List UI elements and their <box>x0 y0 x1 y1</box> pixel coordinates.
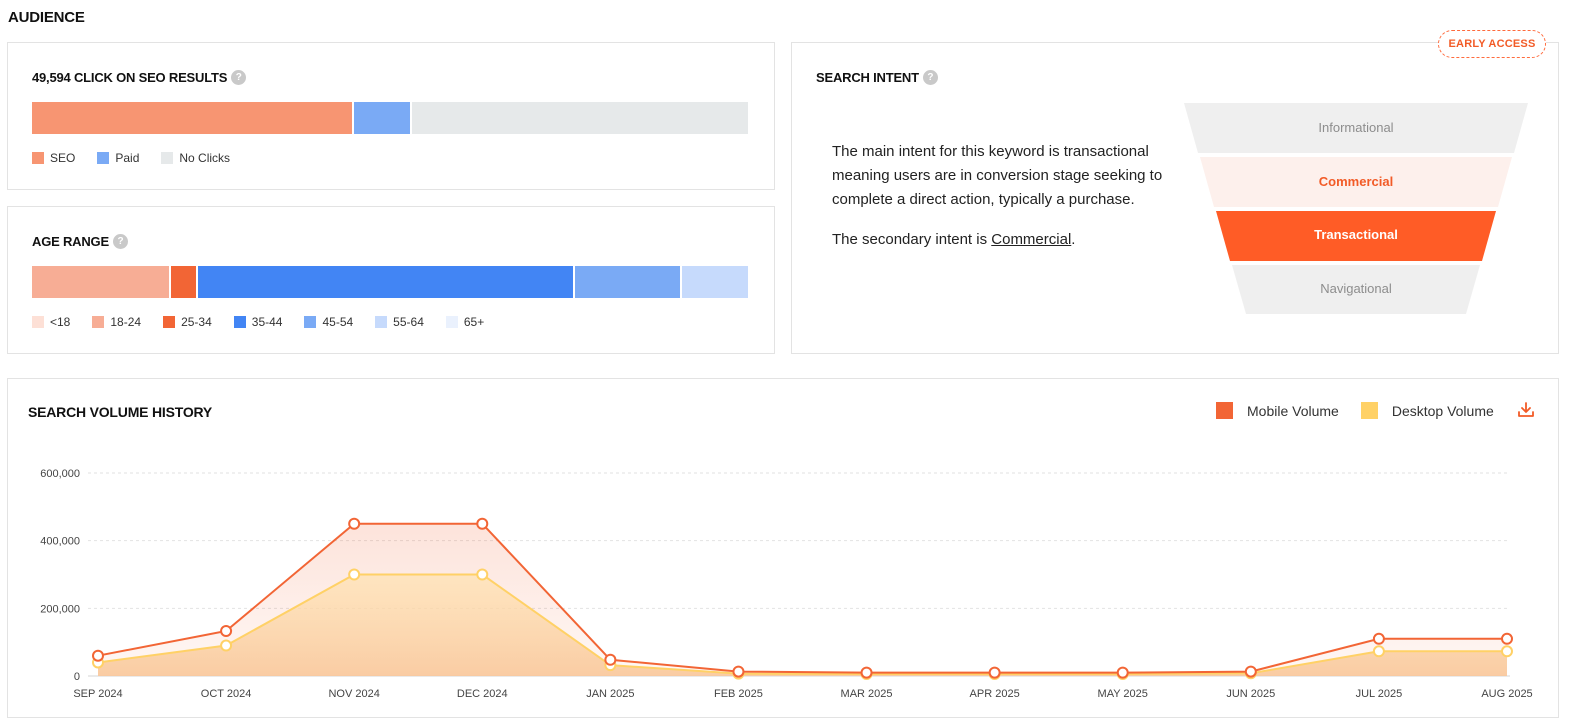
legend-swatch <box>32 316 44 328</box>
legend-swatch <box>375 316 388 328</box>
funnel-label-navigational: Navigational <box>1320 281 1392 296</box>
early-access-badge: EARLY ACCESS <box>1438 30 1546 58</box>
seo-clicks-title-text: 49,594 CLICK ON SEO RESULTS <box>32 70 228 85</box>
age-legend-item[interactable]: 35-44 <box>233 315 283 329</box>
legend-label: 45-54 <box>322 315 354 329</box>
funnel-label-informational: Informational <box>1318 120 1394 135</box>
age-legend-item[interactable]: 55-64 <box>375 315 424 329</box>
age-segment-18-24[interactable] <box>32 266 169 298</box>
intent-description: The main intent for this keyword is tran… <box>832 140 1177 252</box>
age-stacked-bar <box>32 266 748 298</box>
age-legend-item[interactable]: <18 <box>32 315 70 329</box>
legend-label: 65+ <box>463 315 485 329</box>
intent-secondary-text: The secondary intent is Commercial. <box>832 228 1177 252</box>
clicks-segment-no-clicks[interactable] <box>411 102 748 134</box>
mobile-volume-swatch <box>1216 402 1233 419</box>
help-icon[interactable]: ? <box>231 70 247 85</box>
legend-label: 55-64 <box>393 315 424 329</box>
legend-label: No Clicks <box>179 151 231 165</box>
age-range-title-text: AGE RANGE <box>32 234 109 249</box>
legend-swatch <box>445 316 458 328</box>
legend-label: Paid <box>115 151 140 165</box>
legend-label: SEO <box>50 151 76 165</box>
help-icon[interactable]: ? <box>922 70 938 85</box>
volume-legend: Mobile Volume Desktop Volume <box>1216 402 1494 419</box>
clicks-legend-item[interactable]: Paid <box>97 151 139 165</box>
funnel-step-commercial <box>1200 157 1512 207</box>
clicks-legend-item[interactable]: No Clicks <box>161 151 230 165</box>
desktop-volume-swatch <box>1360 402 1378 419</box>
seo-clicks-card: 49,594 CLICK ON SEO RESULTS ? SEO Paid No … <box>7 42 775 190</box>
secondary-prefix: The secondary intent is <box>832 231 992 248</box>
legend-swatch <box>97 152 110 164</box>
desktop-volume-label[interactable]: Desktop Volume <box>1391 402 1494 419</box>
clicks-legend: SEO Paid No Clicks <box>32 151 252 165</box>
legend-swatch <box>304 316 317 328</box>
search-intent-card: SEARCH INTENT ? The main intent for this… <box>791 42 1559 354</box>
age-legend-item[interactable]: 45-54 <box>304 315 353 329</box>
secondary-suffix: . <box>1071 231 1076 248</box>
age-legend-item[interactable]: 65+ <box>445 315 485 329</box>
legend-swatch <box>233 316 246 328</box>
page-title: AUDIENCE <box>8 9 85 26</box>
funnel-step-transactional <box>1216 211 1496 261</box>
secondary-intent-link[interactable]: Commercial <box>991 231 1072 248</box>
legend-swatch <box>32 152 44 164</box>
clicks-legend-item[interactable]: SEO <box>32 151 75 165</box>
download-icon[interactable] <box>1517 401 1535 419</box>
search-volume-card: SEARCH VOLUME HISTORY <box>7 378 1559 718</box>
search-volume-title: SEARCH VOLUME HISTORY <box>28 404 213 420</box>
clicks-segment-paid[interactable] <box>354 102 410 134</box>
seo-clicks-title: 49,594 CLICK ON SEO RESULTS ? <box>32 70 247 85</box>
legend-swatch <box>161 152 174 164</box>
legend-label: 35-44 <box>251 315 283 329</box>
intent-funnel: Informational Commercial Transactional N… <box>1184 103 1528 315</box>
mobile-volume-label[interactable]: Mobile Volume <box>1247 402 1339 419</box>
age-segment-45-54[interactable] <box>574 266 681 298</box>
intent-funnel-shapes <box>1184 103 1528 314</box>
age-range-title: AGE RANGE ? <box>32 234 128 249</box>
search-intent-title-text: SEARCH INTENT <box>816 70 919 85</box>
clicks-stacked-bar <box>32 102 748 134</box>
clicks-segment-seo[interactable] <box>32 102 353 134</box>
funnel-step-informational <box>1184 103 1528 153</box>
funnel-step-navigational <box>1232 265 1480 314</box>
funnel-label-transactional: Transactional <box>1314 227 1398 242</box>
legend-swatch <box>163 316 176 328</box>
legend-label: <18 <box>50 315 71 329</box>
age-segment-35-44[interactable] <box>198 266 573 298</box>
age-segment-25-34[interactable] <box>170 266 197 298</box>
intent-main-text: The main intent for this keyword is tran… <box>832 143 1163 208</box>
legend-label: 25-34 <box>181 315 212 329</box>
age-legend-item[interactable]: 18-24 <box>92 315 141 329</box>
legend-label: 18-24 <box>110 315 142 329</box>
age-legend-item[interactable]: 25-34 <box>163 315 212 329</box>
help-icon[interactable]: ? <box>112 234 128 249</box>
search-intent-title: SEARCH INTENT ? <box>816 70 938 85</box>
age-legend: <18 18-24 25-34 35-44 45-54 55-64 65+ <box>32 315 506 329</box>
age-range-card: AGE RANGE ? <18 18-24 25-34 35-44 45-54 55-64… <box>7 206 775 354</box>
age-segment-55-64[interactable] <box>682 266 748 298</box>
legend-swatch <box>92 316 105 328</box>
funnel-label-commercial: Commercial <box>1318 174 1394 189</box>
